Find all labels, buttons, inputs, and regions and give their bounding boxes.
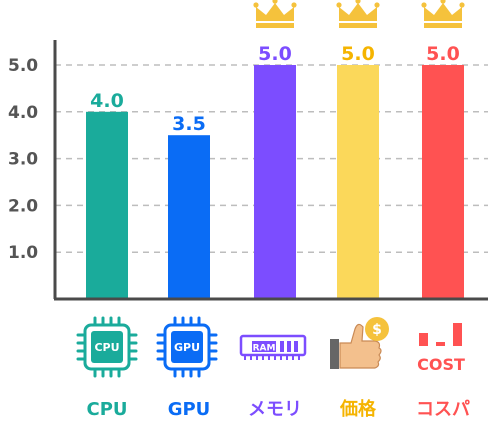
value-label: 3.5 — [172, 113, 206, 135]
ram-module-icon: RAM — [239, 334, 307, 360]
value-label: 4.0 — [90, 90, 124, 112]
y-axis-tick-labels: 1.0 2.0 3.0 4.0 5.0 — [8, 56, 38, 263]
gpu-icon-text: GPU — [174, 341, 200, 354]
category-label: 価格 — [339, 398, 377, 420]
y-tick-label: 4.0 — [8, 103, 38, 123]
bar — [337, 65, 379, 299]
bar — [254, 65, 296, 299]
cpu-icon-text: CPU — [94, 341, 119, 354]
axes — [53, 40, 488, 301]
y-tick-label: 3.0 — [8, 150, 38, 170]
value-label: 5.0 — [258, 43, 292, 65]
value-label: 5.0 — [426, 43, 460, 65]
value-label: 5.0 — [341, 43, 375, 65]
crown-icon — [421, 0, 465, 28]
bar — [86, 111, 128, 299]
cpu-chip-icon: CPU — [76, 316, 138, 378]
category-labels: CPU GPU メモリ 価格 コスパ — [86, 398, 470, 420]
cost-icon-text: COST — [417, 355, 465, 374]
thumbs-up-coin-icon: $ — [330, 317, 389, 369]
category-label: コスパ — [416, 399, 470, 420]
y-tick-label: 5.0 — [8, 56, 38, 76]
bar — [422, 65, 464, 299]
ram-icon-text: RAM — [253, 344, 276, 354]
y-tick-label: 2.0 — [8, 196, 38, 216]
crowns — [253, 0, 465, 28]
bar — [168, 135, 210, 299]
category-label: GPU — [168, 399, 211, 420]
coin-icon-text: $ — [372, 322, 382, 338]
category-label: CPU — [86, 399, 127, 420]
category-label: メモリ — [248, 399, 302, 420]
bars — [86, 65, 464, 299]
gpu-chip-icon: GPU — [156, 316, 218, 378]
cost-bars-icon: COST — [417, 323, 465, 374]
crown-icon — [336, 0, 380, 28]
crown-icon — [253, 0, 297, 28]
y-tick-label: 1.0 — [8, 243, 38, 263]
value-labels: 4.0 3.5 5.0 5.0 5.0 — [90, 43, 460, 135]
